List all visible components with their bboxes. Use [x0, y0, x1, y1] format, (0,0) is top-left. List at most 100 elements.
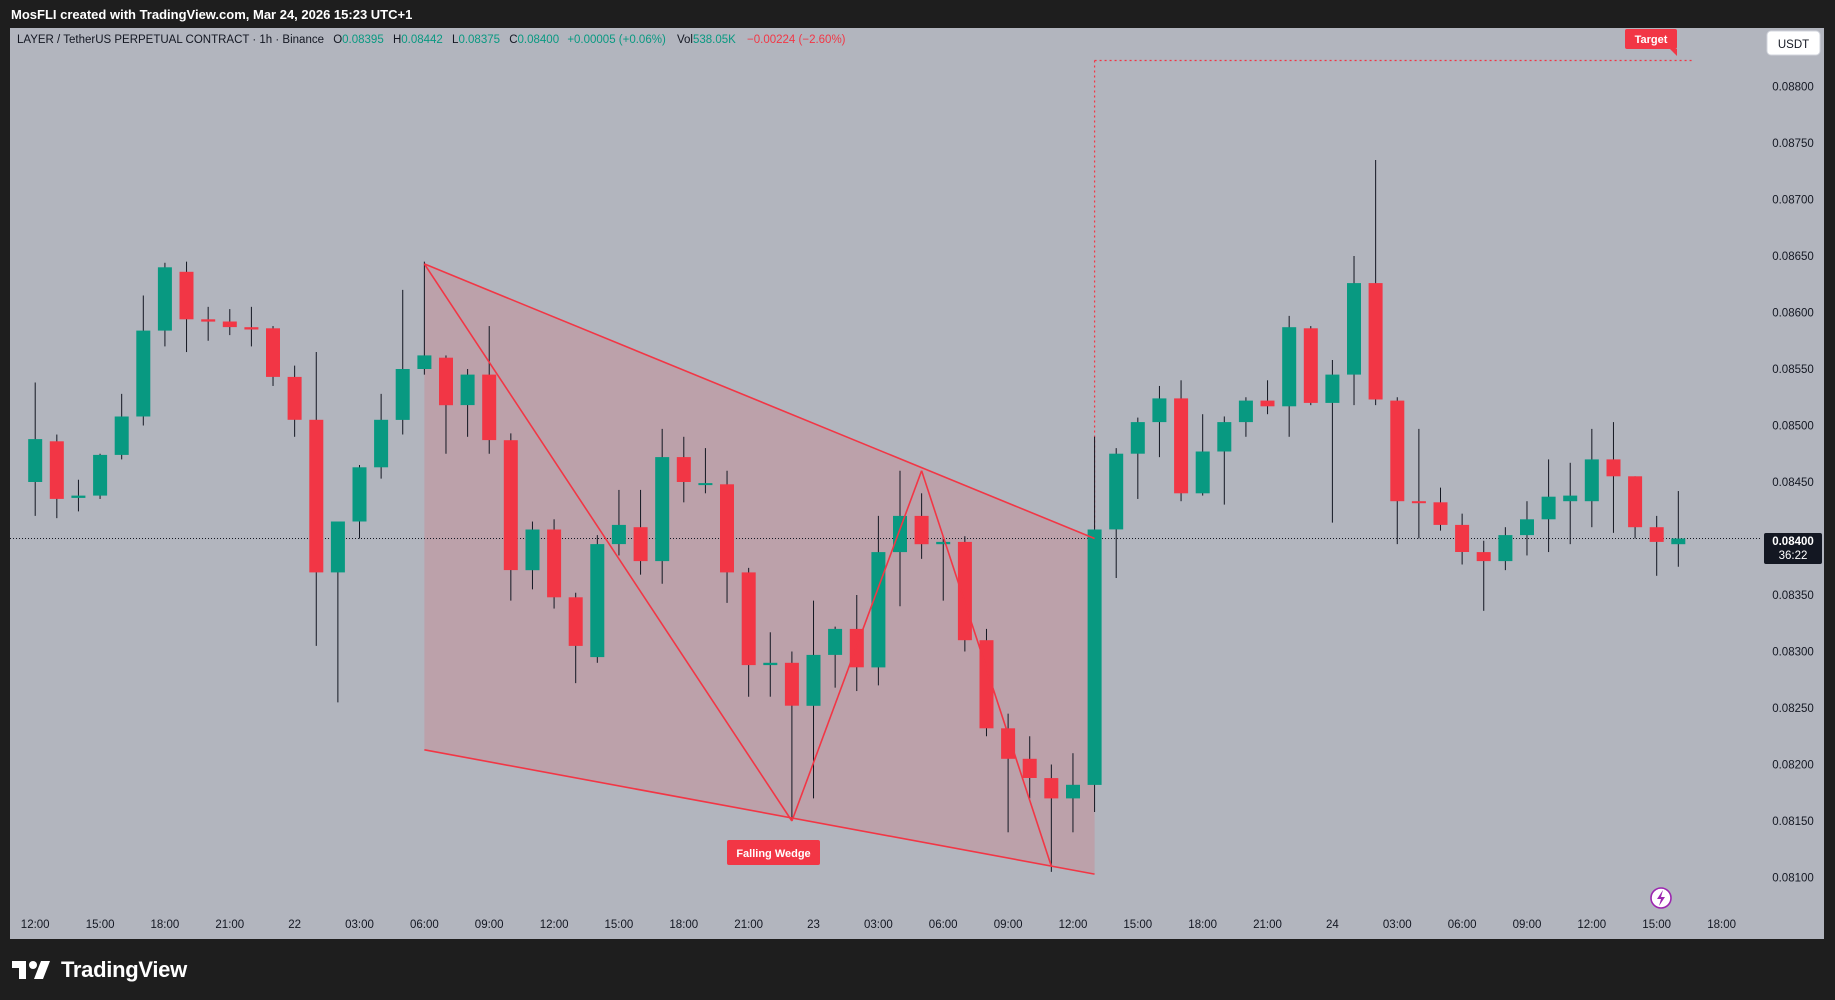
candle — [244, 327, 259, 330]
time-tick-label: 03:00 — [864, 919, 893, 931]
bottom-bar — [0, 939, 1835, 1000]
wedge-area — [424, 263, 1095, 875]
time-tick-label: 09:00 — [994, 919, 1023, 931]
price-tick-label: 0.08750 — [1772, 138, 1814, 150]
candle — [1584, 459, 1599, 502]
candle — [1476, 552, 1491, 562]
chart-legend: LAYER / TetherUS PERPETUAL CONTRACT · 1h… — [17, 34, 846, 46]
pattern-lines — [423, 263, 1095, 875]
wedge-lower-trendline — [424, 749, 1095, 875]
time-tick-label: 18:00 — [151, 919, 180, 931]
time-tick-label: 22 — [288, 919, 301, 931]
candle — [1411, 501, 1426, 504]
candle — [611, 524, 626, 545]
price-tick-label: 0.08450 — [1772, 477, 1814, 489]
candle — [482, 374, 497, 441]
candle — [1152, 398, 1167, 423]
candle — [1649, 527, 1664, 542]
candle — [1195, 451, 1210, 494]
time-tick-label: 09:00 — [1513, 919, 1542, 931]
legend-high-value: 0.08442 — [401, 34, 443, 46]
candle — [460, 374, 475, 406]
candle — [676, 457, 691, 482]
candle — [1628, 476, 1643, 528]
candle — [655, 457, 670, 562]
price-tick-label: 0.08200 — [1772, 760, 1814, 772]
candle — [1260, 400, 1275, 407]
candle — [1109, 453, 1124, 530]
candle — [1563, 495, 1578, 502]
candle — [1001, 728, 1016, 759]
candle — [287, 376, 302, 420]
candle — [93, 454, 108, 496]
time-tick-label: 15:00 — [1123, 919, 1152, 931]
pattern-label[interactable]: Falling Wedge — [727, 840, 820, 865]
legend-open-label: O — [333, 34, 342, 46]
candle — [741, 572, 756, 666]
time-tick-label: 06:00 — [1448, 919, 1477, 931]
candle — [936, 541, 951, 545]
candle — [806, 654, 821, 706]
candle — [893, 515, 907, 553]
wedge-zigzag-line — [423, 263, 793, 822]
currency-button[interactable]: USDT — [1766, 30, 1821, 56]
time-tick-label: 15:00 — [86, 919, 115, 931]
candle — [439, 357, 453, 406]
price-tick-label: 0.08250 — [1772, 703, 1814, 715]
price-tick-label: 0.08650 — [1772, 251, 1814, 263]
candle — [309, 419, 324, 573]
tradingview-brand[interactable]: TradingView — [12, 957, 187, 983]
candle — [698, 483, 713, 486]
candle — [828, 628, 843, 655]
candle — [1087, 529, 1102, 785]
candle — [525, 529, 540, 571]
price-chart[interactable]: 0.08800 0.08750 0.08700 0.08650 0.08600 0.085… — [10, 28, 1824, 939]
candle — [547, 529, 562, 598]
time-tick-label: 06:00 — [410, 919, 439, 931]
wedge-upper-trendline — [424, 263, 1095, 540]
time-tick-label: 18:00 — [1188, 919, 1217, 931]
price-tick-label: 0.08100 — [1772, 873, 1814, 885]
top-bar: MosFLI created with TradingView.com, Mar… — [0, 0, 1835, 28]
candle — [222, 321, 237, 328]
target-label[interactable]: Target — [1625, 29, 1677, 56]
candle — [1520, 519, 1534, 536]
price-axis[interactable]: 0.08800 0.08750 0.08700 0.08650 0.08600 0.085… — [1772, 82, 1814, 885]
legend-open-value: 0.08395 — [342, 34, 384, 46]
price-tick-label: 0.08300 — [1772, 647, 1814, 659]
candle — [136, 330, 151, 417]
candle — [1455, 524, 1470, 552]
time-tick-label: 09:00 — [475, 919, 504, 931]
candle — [590, 544, 605, 658]
price-tick-label: 0.08150 — [1772, 816, 1814, 828]
target-label-text: Target — [1635, 34, 1668, 46]
candle — [1174, 398, 1189, 494]
falling-wedge-pattern[interactable] — [424, 59, 1694, 875]
legend-low-label: L — [452, 34, 459, 46]
legend-volume-change: −0.00224 (−2.60%) — [747, 34, 846, 46]
candle — [1130, 422, 1145, 454]
time-tick-label: 18:00 — [1707, 919, 1736, 931]
alert-icon[interactable] — [1650, 887, 1672, 909]
candle — [1606, 459, 1621, 477]
candle — [114, 416, 129, 455]
candle — [1498, 535, 1513, 562]
candle — [330, 521, 345, 573]
candle — [1671, 538, 1686, 545]
price-tick-label: 0.08550 — [1772, 364, 1814, 376]
currency-button-label: USDT — [1778, 39, 1809, 51]
candle — [49, 441, 64, 499]
wedge-zigzag-line — [920, 470, 1053, 867]
time-tick-label: 21:00 — [215, 919, 244, 931]
time-tick-label: 06:00 — [929, 919, 958, 931]
candle — [1303, 328, 1318, 403]
last-price-label: 0.08400 36:22 — [1764, 533, 1822, 564]
time-tick-label: 24 — [1326, 919, 1339, 931]
candle — [957, 541, 972, 641]
last-price-value: 0.08400 — [1772, 536, 1814, 548]
time-axis[interactable]: 12:00 15:00 18:00 21:00 22 03:00 06:00 09:00 12:… — [21, 919, 1736, 931]
chart-frame[interactable]: 0.08800 0.08750 0.08700 0.08650 0.08600 0.085… — [10, 28, 1824, 939]
pattern-label-text: Falling Wedge — [736, 848, 810, 860]
candle — [1368, 283, 1383, 400]
candle — [395, 369, 410, 420]
